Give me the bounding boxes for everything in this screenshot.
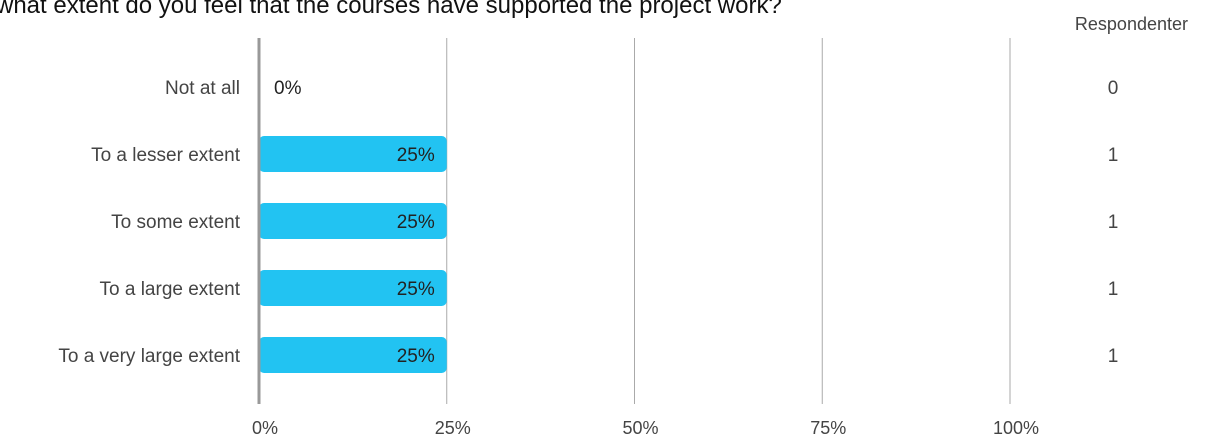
bar-value-label: 25% [397,212,435,233]
bar-value-label: 0% [274,78,302,99]
category-label: To a large extent [100,279,241,300]
bars [259,136,447,373]
x-tick-label: 0% [252,418,278,438]
category-labels: Not at all To a lesser extent To some exte… [58,78,240,367]
x-tick-labels: 0% 25% 50% 75% 100% [252,418,1039,438]
value-labels: 0% 25% 25% 25% 25% [274,78,435,367]
bar-value-label: 25% [397,346,435,367]
bar [259,136,447,172]
chart-title: what extent do you feel that the courses… [0,0,782,19]
bar-value-label: 25% [397,145,435,166]
respondents-header: Respondenter [1074,14,1188,34]
gridlines [446,38,1011,404]
respondent-count: 1 [1108,212,1119,233]
bar [259,337,447,373]
respondent-count: 0 [1108,78,1119,99]
respondent-count: 1 [1108,145,1119,166]
category-label: Not at all [165,78,240,99]
category-label: To some extent [111,212,241,233]
bar [259,203,447,239]
bar [259,270,447,306]
x-tick-label: 50% [622,418,658,438]
respondent-count: 1 [1108,279,1119,300]
x-tick-label: 100% [993,418,1039,438]
bar-value-label: 25% [397,279,435,300]
respondent-count: 1 [1108,346,1119,367]
x-tick-label: 25% [435,418,471,438]
x-tick-label: 75% [810,418,846,438]
respondent-counts: 0 1 1 1 1 [1108,78,1119,367]
category-label: To a very large extent [58,346,240,367]
category-label: To a lesser extent [91,145,241,166]
